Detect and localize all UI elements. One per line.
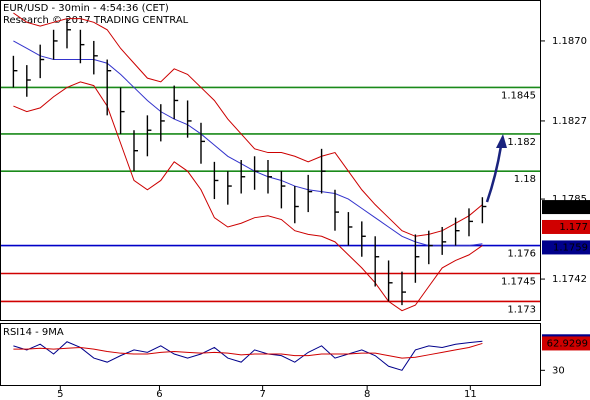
- price-tag: [542, 219, 590, 234]
- projection-arrow: [485, 134, 507, 203]
- price-tag-label: 62.9299: [547, 338, 588, 349]
- x-tick-label: 5: [57, 389, 63, 400]
- x-tick-label: 11: [464, 389, 477, 400]
- y-tick-label: 1.1827: [552, 116, 587, 127]
- arrow-line: [485, 145, 503, 203]
- level-label: 1.18: [514, 174, 536, 185]
- y-tick-label: 1.1870: [552, 36, 587, 47]
- price-tag-label: 1.1759: [553, 242, 588, 253]
- price-panel: [0, 0, 541, 321]
- rsi-title: RSI14 - 9MA: [3, 327, 64, 338]
- level-label: 1.173: [507, 304, 536, 315]
- y-tick-label: 30: [552, 365, 565, 376]
- x-tick-label: 6: [156, 389, 162, 400]
- x-tick-label: 8: [364, 389, 370, 400]
- chart-subtitle: Research © 2017 TRADING CENTRAL: [3, 15, 189, 26]
- level-label: 1.1845: [501, 90, 536, 101]
- indicator-line: [13, 12, 483, 237]
- indicator-line: [13, 340, 483, 371]
- indicator-line: [13, 81, 483, 312]
- price-tag: [542, 240, 590, 255]
- level-label: 1.1745: [501, 276, 536, 287]
- y-tick-label: 1.1742: [552, 274, 587, 285]
- level-label: 1.176: [507, 249, 536, 260]
- indicator-line: [13, 40, 483, 247]
- chart-title: EUR/USD - 30min - 4:54:36 (CET): [3, 3, 169, 14]
- price-tag: [542, 200, 590, 215]
- y-tick-label: 1.1785: [552, 194, 587, 205]
- x-tick-label: 7: [259, 389, 265, 400]
- arrow-head: [496, 134, 507, 148]
- level-label: 1.182: [507, 137, 536, 148]
- indicator-line: [13, 342, 483, 359]
- price-tag-label: 1.17807: [547, 202, 588, 213]
- price-tag-label: 1.177: [559, 222, 588, 233]
- price-tag: [542, 336, 590, 351]
